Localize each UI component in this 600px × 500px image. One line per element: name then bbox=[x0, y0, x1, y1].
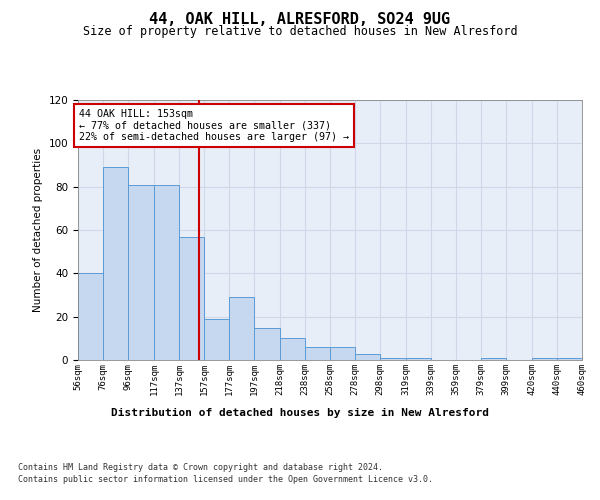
Bar bbox=[254, 328, 280, 360]
Y-axis label: Number of detached properties: Number of detached properties bbox=[33, 148, 43, 312]
Bar bbox=[78, 274, 103, 360]
Bar bbox=[532, 358, 557, 360]
Bar bbox=[154, 184, 179, 360]
Bar bbox=[380, 358, 406, 360]
Bar bbox=[355, 354, 380, 360]
Bar bbox=[330, 347, 355, 360]
Text: 44 OAK HILL: 153sqm
← 77% of detached houses are smaller (337)
22% of semi-detac: 44 OAK HILL: 153sqm ← 77% of detached ho… bbox=[79, 108, 349, 142]
Text: Size of property relative to detached houses in New Alresford: Size of property relative to detached ho… bbox=[83, 25, 517, 38]
Bar bbox=[305, 347, 330, 360]
Text: Distribution of detached houses by size in New Alresford: Distribution of detached houses by size … bbox=[111, 408, 489, 418]
Bar bbox=[406, 358, 431, 360]
Bar bbox=[229, 297, 254, 360]
Bar bbox=[103, 167, 128, 360]
Bar bbox=[128, 184, 154, 360]
Bar bbox=[481, 358, 506, 360]
Bar bbox=[280, 338, 305, 360]
Bar bbox=[557, 358, 582, 360]
Bar bbox=[179, 236, 204, 360]
Text: Contains HM Land Registry data © Crown copyright and database right 2024.: Contains HM Land Registry data © Crown c… bbox=[18, 462, 383, 471]
Text: Contains public sector information licensed under the Open Government Licence v3: Contains public sector information licen… bbox=[18, 475, 433, 484]
Text: 44, OAK HILL, ALRESFORD, SO24 9UG: 44, OAK HILL, ALRESFORD, SO24 9UG bbox=[149, 12, 451, 28]
Bar bbox=[204, 319, 229, 360]
